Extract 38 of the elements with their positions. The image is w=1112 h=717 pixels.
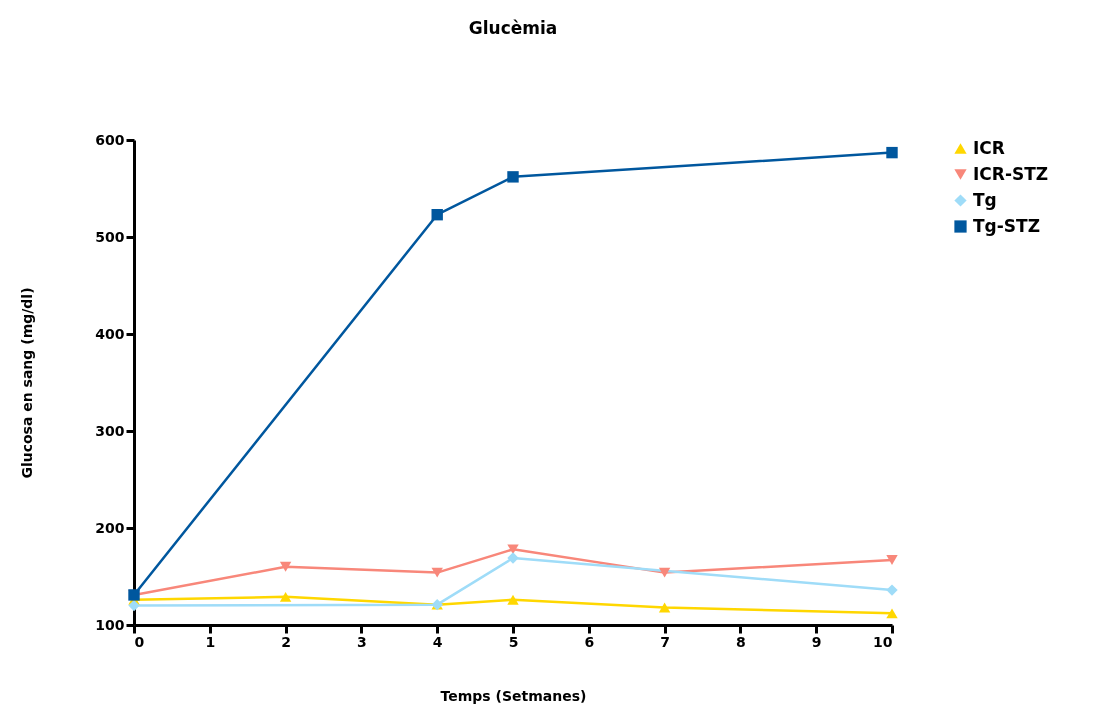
y-tick-label: 600 xyxy=(95,131,125,148)
point xyxy=(658,602,671,613)
x-tick-label: 0 xyxy=(134,633,145,650)
point xyxy=(886,584,898,596)
x-tick-label: 1 xyxy=(205,633,216,650)
x-axis-title: Temps (Setmanes) xyxy=(440,687,587,704)
y-axis-title: Glucosa en sang (mg/dl) xyxy=(19,287,36,479)
point xyxy=(279,591,292,602)
point xyxy=(431,208,443,221)
x-tick-label: 10 xyxy=(873,633,893,650)
point xyxy=(886,146,898,159)
y-tick-label: 300 xyxy=(95,422,125,439)
legend-label: Tg xyxy=(973,189,997,210)
x-tick-label: 7 xyxy=(660,633,670,650)
x-tick-label: 2 xyxy=(281,633,291,650)
point xyxy=(279,561,292,572)
point xyxy=(128,599,140,612)
point xyxy=(507,594,519,605)
point xyxy=(431,567,443,578)
x-tick-label: 3 xyxy=(357,633,367,650)
x-tick-label: 4 xyxy=(432,633,443,650)
x-tick-label: 8 xyxy=(736,633,746,650)
chart-title: Glucèmia xyxy=(468,18,558,38)
y-tick-label: 500 xyxy=(95,228,125,245)
point xyxy=(658,567,671,578)
point xyxy=(886,608,898,619)
y-tick-label: 100 xyxy=(95,616,125,633)
legend-label: ICR-STZ xyxy=(973,163,1049,184)
point xyxy=(507,552,519,564)
y-tick-label: 400 xyxy=(95,325,125,342)
point xyxy=(886,555,898,565)
point xyxy=(507,171,519,183)
legend-label: ICR xyxy=(973,137,1005,158)
y-tick-label: 200 xyxy=(95,519,125,536)
legend-label: Tg-STZ xyxy=(973,215,1040,236)
x-tick-label: 6 xyxy=(584,633,595,650)
x-tick-label: 5 xyxy=(508,633,519,650)
x-tick-label: 9 xyxy=(811,633,822,650)
